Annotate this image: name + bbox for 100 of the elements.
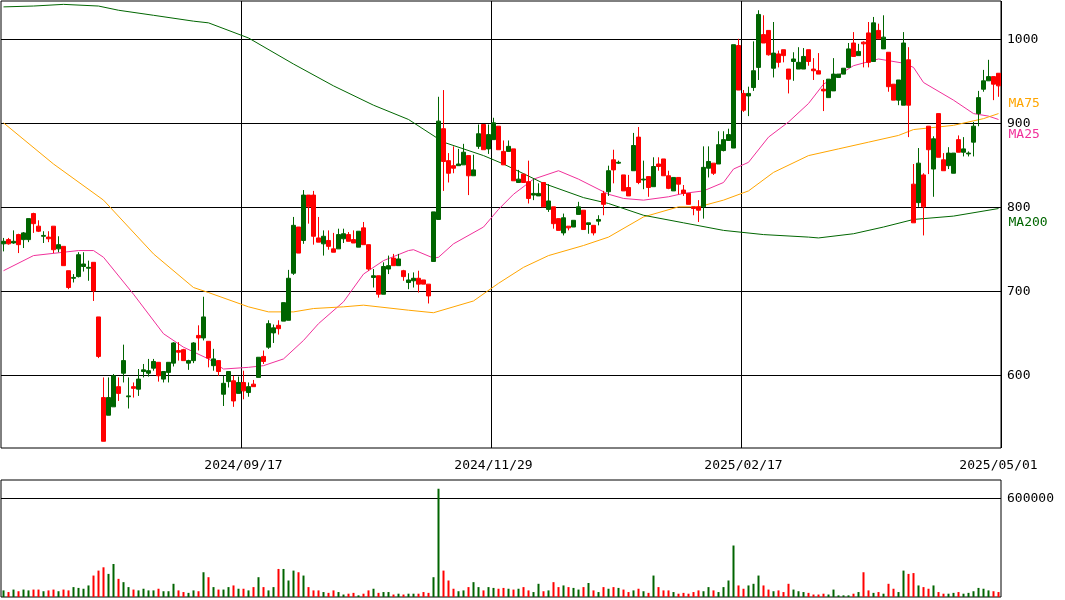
candlestick	[16, 233, 21, 254]
candlestick	[756, 9, 761, 81]
bar	[327, 592, 330, 597]
candlestick	[6, 237, 11, 246]
bar	[252, 587, 255, 597]
bar	[62, 589, 65, 597]
bar	[937, 592, 940, 597]
bar	[967, 592, 970, 597]
bar	[72, 587, 75, 597]
bar	[262, 587, 265, 597]
bar	[217, 589, 220, 597]
candlestick	[321, 229, 326, 257]
bar	[17, 591, 20, 597]
candlestick	[631, 132, 636, 172]
bar	[952, 592, 955, 597]
candlestick	[746, 86, 751, 117]
bar	[542, 591, 545, 597]
bar	[992, 591, 995, 597]
candlestick	[906, 46, 911, 138]
bar	[642, 591, 645, 597]
bar	[932, 585, 935, 597]
bar	[387, 592, 390, 597]
y-tick-label: 600000	[1007, 490, 1054, 506]
series-label: MA75	[1008, 95, 1040, 111]
bar	[207, 577, 210, 597]
line-series	[3, 3, 999, 239]
candlestick	[466, 155, 471, 196]
bar	[602, 587, 605, 597]
bar	[707, 587, 710, 597]
bar	[82, 588, 85, 597]
bar	[667, 590, 670, 597]
bar	[902, 570, 905, 597]
bar	[152, 590, 155, 597]
bar	[132, 589, 135, 597]
bar	[872, 592, 875, 597]
candlestick	[116, 376, 121, 402]
candlestick	[516, 169, 521, 183]
candlestick	[771, 21, 776, 78]
candlestick	[471, 154, 476, 177]
candlestick	[496, 125, 501, 151]
candlestick	[301, 189, 306, 245]
candlestick	[501, 139, 506, 166]
candlestick	[86, 260, 91, 282]
candlestick	[151, 358, 156, 372]
y-tick-label: 800	[1007, 199, 1031, 215]
bar	[377, 592, 380, 597]
bar	[662, 590, 665, 597]
candlestick	[931, 135, 936, 198]
candlestick	[546, 183, 551, 213]
bar	[292, 570, 295, 597]
bar	[972, 591, 975, 597]
bar	[202, 572, 205, 597]
bar	[532, 592, 535, 597]
bar	[627, 592, 630, 597]
bar	[352, 592, 355, 597]
candlestick	[251, 379, 256, 388]
candlestick	[876, 23, 881, 40]
candlestick	[926, 125, 931, 175]
candlestick	[276, 319, 281, 336]
bar	[917, 585, 920, 597]
series-label: MA200	[1008, 214, 1048, 230]
bar	[372, 588, 375, 597]
candlestick	[66, 270, 71, 290]
bar	[297, 572, 300, 597]
candlestick	[911, 163, 916, 224]
bar	[777, 590, 780, 597]
bar	[367, 590, 370, 597]
candlestick	[221, 375, 226, 407]
bar	[832, 589, 835, 597]
bar	[67, 590, 70, 597]
candlestick	[291, 216, 296, 276]
bar	[137, 590, 140, 597]
bar	[2, 590, 5, 597]
candlestick	[11, 229, 16, 245]
candlestick	[591, 224, 596, 236]
candlestick	[971, 121, 976, 157]
bar	[742, 588, 745, 597]
candlestick	[561, 213, 566, 236]
bar	[572, 587, 575, 597]
bar	[487, 587, 490, 597]
bar	[382, 592, 385, 597]
bar	[332, 590, 335, 597]
bar	[997, 592, 1000, 597]
bar	[7, 592, 10, 597]
bar	[472, 582, 475, 597]
bar	[737, 585, 740, 597]
candlestick	[676, 176, 681, 195]
candlestick	[851, 31, 856, 57]
bar	[592, 590, 595, 597]
bar	[187, 592, 190, 597]
candlestick	[236, 376, 241, 394]
candlestick	[356, 230, 361, 248]
bar	[522, 587, 525, 597]
candlestick	[741, 89, 746, 113]
candlestick	[916, 147, 921, 208]
bar	[422, 592, 425, 597]
candlestick	[941, 152, 946, 172]
candlestick	[376, 275, 381, 299]
bar	[467, 587, 470, 597]
bar	[697, 590, 700, 597]
